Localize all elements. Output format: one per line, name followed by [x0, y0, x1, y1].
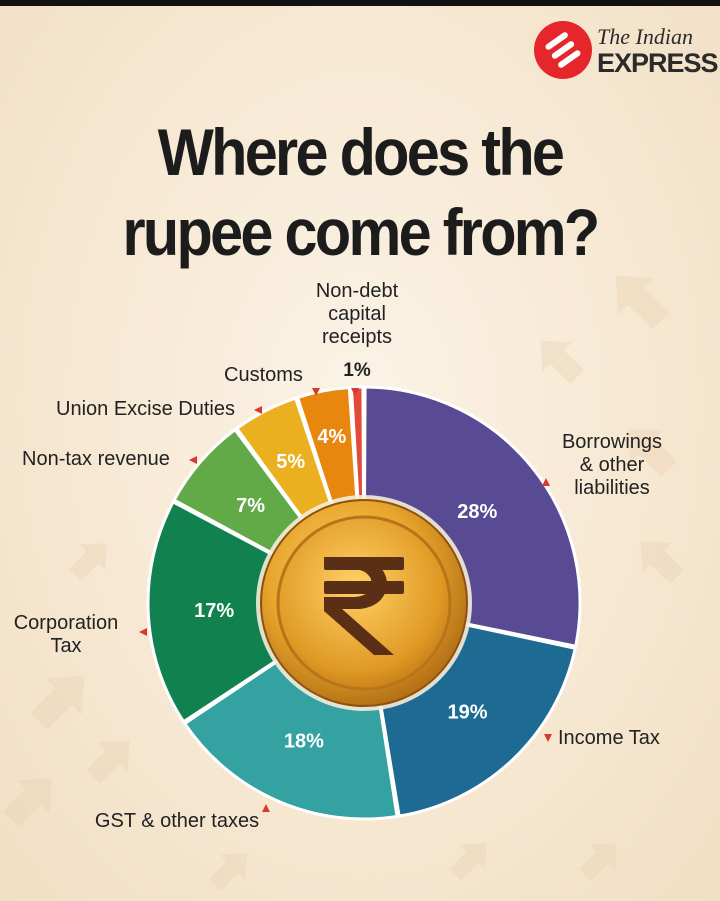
pointer-arrow-icon — [351, 388, 359, 396]
background-arrow-icon — [540, 340, 584, 384]
slice-category-label: Union Excise Duties — [56, 398, 235, 420]
background-arrow-icon — [640, 540, 684, 584]
background-arrows — [3, 275, 684, 891]
rupee-coin-icon — [256, 495, 472, 711]
background-arrow-icon — [3, 778, 52, 827]
background-arrow-icon — [449, 843, 487, 881]
slice-value-label: 28% — [457, 501, 497, 523]
pointer-arrow-icon — [262, 804, 270, 812]
background-arrow-icon — [30, 675, 85, 730]
slice-category-label: Income Tax — [558, 727, 660, 749]
slice-value-label: 1% — [343, 360, 371, 381]
brand-name-line2: EXPRESS — [597, 48, 719, 78]
rupee-symbol-icon — [324, 557, 404, 655]
slice-value-label: 7% — [236, 495, 265, 517]
slice-category-label: Non-debt capital receipts — [316, 280, 399, 348]
slice-value-label: 19% — [447, 702, 487, 724]
top-bar — [0, 0, 720, 6]
pointer-arrow-icon — [254, 406, 262, 414]
background-arrow-icon — [209, 853, 247, 891]
slice-category-label: GST & other taxes — [95, 810, 259, 832]
background-arrow-icon — [615, 275, 670, 330]
brand-name-line1: The Indian — [597, 24, 693, 49]
slice-labels: 28% Borrowings & other liabilities 19% Income… — [14, 280, 662, 832]
pointer-arrow-icon — [544, 734, 552, 742]
indian-express-logo-icon — [534, 21, 592, 79]
background-arrow-icon — [69, 543, 107, 581]
slice-category-label: Non-tax revenue — [22, 448, 170, 470]
background-arrow-icon — [86, 740, 130, 784]
background-arrow-icon — [579, 843, 617, 881]
slice-value-label: 18% — [284, 730, 324, 752]
slice-category-label: Corporation Tax — [14, 612, 119, 657]
slice-value-label: 5% — [276, 451, 305, 473]
background-arrow-icon — [628, 428, 677, 477]
pointer-arrow-icon — [312, 388, 320, 396]
headline: Where does the rupee come from? — [36, 112, 684, 272]
slice-value-label: 4% — [317, 426, 346, 448]
slice-category-label: Customs — [224, 364, 303, 386]
brand-logo: The Indian EXPRESS — [533, 18, 719, 82]
pointer-arrow-icon — [542, 478, 550, 486]
slice-value-label: 17% — [194, 600, 234, 622]
pointer-arrow-icon — [139, 628, 147, 636]
pointer-arrow-icon — [189, 456, 197, 464]
headline-line2: rupee come from? — [122, 195, 600, 269]
slice-category-label: Borrowings & other liabilities — [562, 431, 662, 499]
headline-line1: Where does the — [157, 115, 565, 189]
